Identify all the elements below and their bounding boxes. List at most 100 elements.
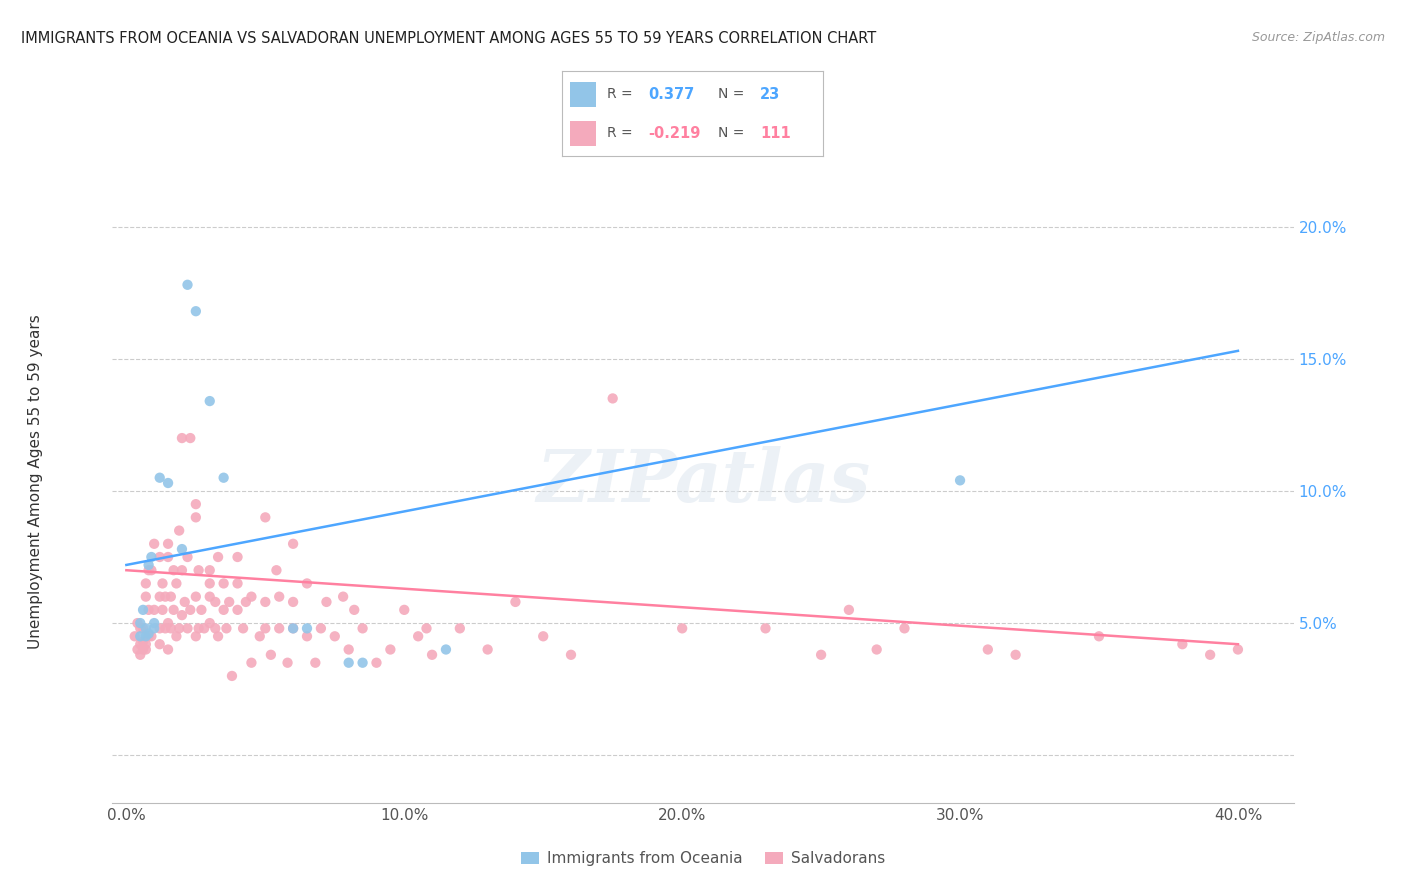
Text: 0.377: 0.377 <box>648 87 695 102</box>
Point <box>132 603 155 617</box>
Point <box>281 621 304 635</box>
Point <box>157 537 180 551</box>
Point <box>352 621 374 635</box>
Point <box>132 642 155 657</box>
Point <box>138 563 160 577</box>
Point <box>129 637 152 651</box>
Point <box>415 621 437 635</box>
Text: 111: 111 <box>761 126 790 141</box>
Point <box>167 524 190 538</box>
Point <box>281 595 304 609</box>
Point <box>157 642 180 657</box>
Point <box>810 648 832 662</box>
Point <box>198 616 221 631</box>
Point <box>254 621 277 635</box>
Point <box>218 595 240 609</box>
Point <box>149 621 172 635</box>
Point <box>380 642 402 657</box>
Point <box>129 648 152 662</box>
Point <box>149 549 172 564</box>
Point <box>184 510 207 524</box>
Point <box>160 621 183 635</box>
Point <box>235 595 257 609</box>
Point <box>394 603 416 617</box>
Point <box>129 616 152 631</box>
Point <box>232 621 254 635</box>
Point <box>332 590 354 604</box>
Point <box>281 621 304 635</box>
Point <box>138 626 160 640</box>
Text: R =: R = <box>606 87 637 101</box>
Point <box>240 590 263 604</box>
Point <box>157 475 180 490</box>
Point <box>1171 637 1194 651</box>
Point <box>165 576 187 591</box>
Point <box>138 629 160 643</box>
Point <box>135 629 157 643</box>
Point <box>129 621 152 635</box>
Point <box>165 629 187 643</box>
Point <box>184 304 207 318</box>
Point <box>138 603 160 617</box>
Text: -0.219: -0.219 <box>648 126 700 141</box>
Point <box>135 642 157 657</box>
Point <box>866 642 889 657</box>
Point <box>343 603 366 617</box>
Point <box>149 471 172 485</box>
Point <box>129 629 152 643</box>
Point <box>226 549 249 564</box>
Point <box>434 642 457 657</box>
Point <box>221 669 243 683</box>
Point <box>170 563 193 577</box>
Point <box>190 603 212 617</box>
Point <box>1226 642 1249 657</box>
Point <box>337 642 360 657</box>
Point <box>135 637 157 651</box>
Text: Source: ZipAtlas.com: Source: ZipAtlas.com <box>1251 31 1385 45</box>
Point <box>477 642 499 657</box>
Point <box>155 590 177 604</box>
Point <box>204 621 226 635</box>
Point <box>281 537 304 551</box>
Point <box>157 616 180 631</box>
Point <box>226 603 249 617</box>
Point <box>949 474 972 488</box>
Point <box>170 431 193 445</box>
Point <box>155 621 177 635</box>
Point <box>602 392 624 406</box>
Point <box>269 621 291 635</box>
Point <box>162 563 184 577</box>
Point <box>531 629 554 643</box>
Bar <box>571 120 596 146</box>
Point <box>173 595 195 609</box>
Point <box>295 621 318 635</box>
Point <box>141 629 163 643</box>
Point <box>143 616 166 631</box>
Point <box>162 603 184 617</box>
Point <box>179 431 201 445</box>
Point <box>671 621 693 635</box>
Point <box>138 558 160 572</box>
Point <box>420 648 443 662</box>
Text: R =: R = <box>606 127 637 140</box>
Point <box>127 616 149 631</box>
Point <box>366 656 388 670</box>
Point <box>176 549 198 564</box>
Text: 23: 23 <box>761 87 780 102</box>
Point <box>143 603 166 617</box>
Point <box>893 621 915 635</box>
Point <box>176 277 198 292</box>
Text: ZIPatlas: ZIPatlas <box>536 446 870 517</box>
Point <box>269 590 291 604</box>
Point <box>187 621 209 635</box>
Point <box>198 394 221 409</box>
Point <box>141 549 163 564</box>
Point <box>143 537 166 551</box>
Point <box>124 629 146 643</box>
Text: IMMIGRANTS FROM OCEANIA VS SALVADORAN UNEMPLOYMENT AMONG AGES 55 TO 59 YEARS COR: IMMIGRANTS FROM OCEANIA VS SALVADORAN UN… <box>21 31 876 46</box>
Legend: Immigrants from Oceania, Salvadorans: Immigrants from Oceania, Salvadorans <box>515 845 891 872</box>
Point <box>198 590 221 604</box>
Point <box>1199 648 1222 662</box>
Point <box>187 563 209 577</box>
Point <box>226 576 249 591</box>
